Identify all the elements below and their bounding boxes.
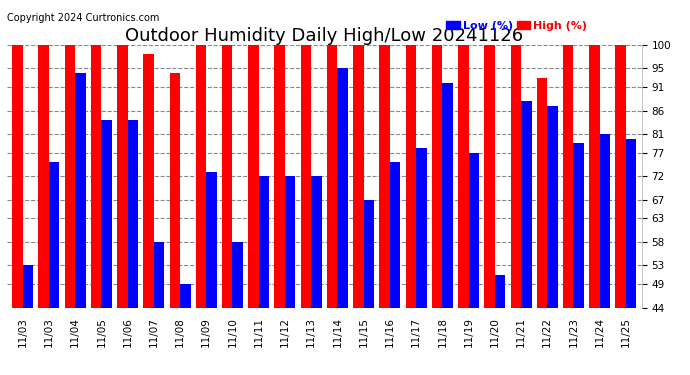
Bar [311, 176, 322, 375]
Bar [495, 274, 505, 375]
Bar [285, 176, 295, 375]
Bar [521, 101, 531, 375]
Bar [600, 134, 610, 375]
Bar [206, 172, 217, 375]
Bar [380, 45, 390, 375]
Bar [275, 45, 285, 375]
Bar [49, 162, 59, 375]
Bar [301, 45, 311, 375]
Bar [101, 120, 112, 375]
Bar [547, 106, 558, 375]
Bar [484, 45, 495, 375]
Bar [511, 45, 521, 375]
Bar [615, 45, 626, 375]
Bar [469, 153, 479, 375]
Title: Outdoor Humidity Daily High/Low 20241126: Outdoor Humidity Daily High/Low 20241126 [126, 27, 523, 45]
Bar [327, 45, 337, 375]
Bar [248, 45, 259, 375]
Bar [12, 45, 23, 375]
Bar [144, 54, 154, 375]
Bar [91, 45, 101, 375]
Bar [416, 148, 426, 375]
Bar [537, 78, 547, 375]
Bar [589, 45, 600, 375]
Bar [337, 68, 348, 375]
Bar [233, 242, 243, 375]
Bar [626, 139, 636, 375]
Bar [196, 45, 206, 375]
Bar [364, 200, 374, 375]
Bar [432, 45, 442, 375]
Bar [442, 82, 453, 375]
Bar [573, 144, 584, 375]
Bar [23, 266, 33, 375]
Bar [458, 45, 469, 375]
Bar [170, 73, 180, 375]
Text: Copyright 2024 Curtronics.com: Copyright 2024 Curtronics.com [7, 13, 159, 23]
Bar [39, 45, 49, 375]
Bar [128, 120, 138, 375]
Bar [406, 45, 416, 375]
Bar [353, 45, 364, 375]
Bar [259, 176, 269, 375]
Bar [180, 284, 190, 375]
Bar [390, 162, 400, 375]
Bar [222, 45, 233, 375]
Bar [563, 45, 573, 375]
Bar [117, 45, 128, 375]
Legend: Low (%), High (%): Low (%), High (%) [442, 16, 592, 35]
Bar [154, 242, 164, 375]
Bar [65, 45, 75, 375]
Bar [75, 73, 86, 375]
